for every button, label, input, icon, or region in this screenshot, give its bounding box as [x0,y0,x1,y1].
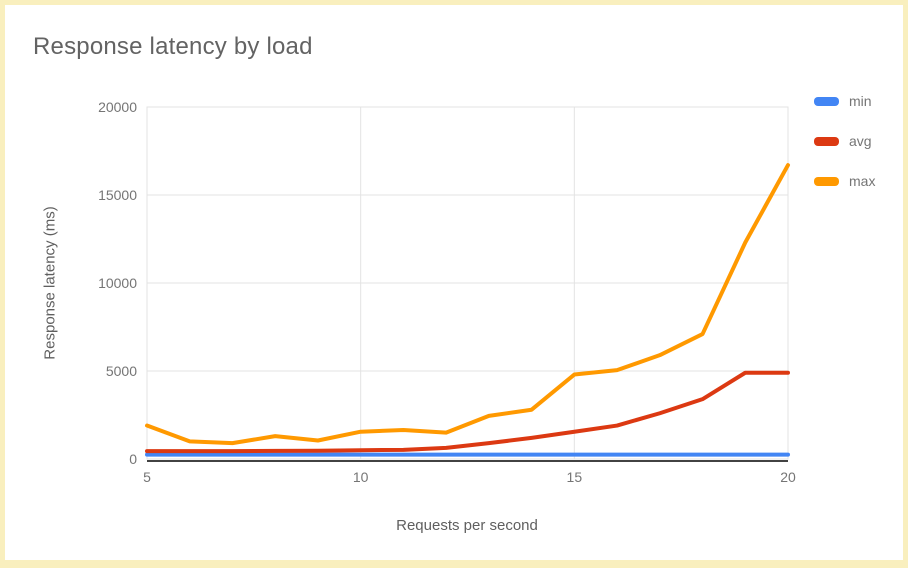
legend-swatch-max [814,176,839,186]
legend-item-max: max [814,173,875,189]
legend-label-max: max [849,173,876,189]
x-tick-label: 10 [352,469,369,485]
y-tick-label: 5000 [105,363,137,379]
y-tick-label: 15000 [98,187,137,203]
series-line-avg [145,370,790,454]
legend-item-avg: avg [814,133,875,149]
y-tick-label: 10000 [98,275,137,291]
y-tick-label: 20000 [98,99,137,115]
chart-title: Response latency by load [33,33,313,60]
y-tick-label: 0 [129,451,137,467]
x-tick-label: 15 [566,469,583,485]
legend-swatch-min [814,96,839,106]
x-tick-label: 5 [143,469,151,485]
legend-label-avg: avg [849,133,872,149]
y-axis-title: Response latency (ms) [41,206,59,360]
series-line-max [145,163,790,446]
legend: min avg max [814,93,875,189]
legend-swatch-avg [814,136,839,146]
legend-item-min: min [814,93,875,109]
legend-label-min: min [849,93,872,109]
x-axis-title: Requests per second [396,517,538,534]
plot-area [145,106,790,462]
x-tick-label: 20 [780,469,796,485]
